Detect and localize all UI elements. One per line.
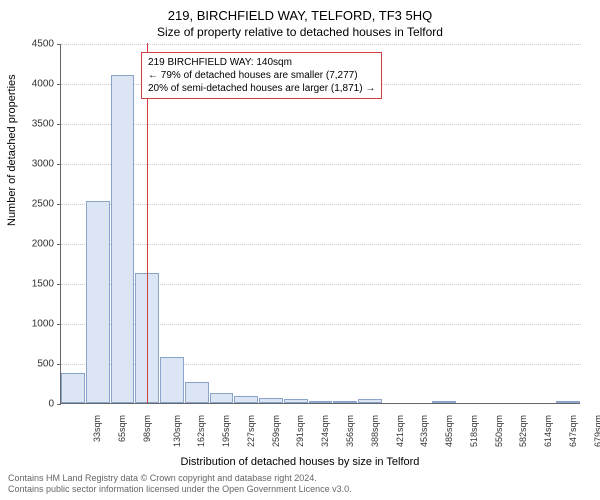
histogram-bar bbox=[432, 401, 456, 403]
footer-line2: Contains public sector information licen… bbox=[8, 484, 352, 496]
y-tick bbox=[57, 84, 61, 85]
x-tick-label: 485sqm bbox=[444, 415, 454, 447]
annotation-box: 219 BIRCHFIELD WAY: 140sqm← 79% of detac… bbox=[141, 52, 382, 99]
y-tick bbox=[57, 404, 61, 405]
y-tick bbox=[57, 204, 61, 205]
x-tick-label: 453sqm bbox=[419, 415, 429, 447]
footer-line1: Contains HM Land Registry data © Crown c… bbox=[8, 473, 352, 485]
x-tick-label: 65sqm bbox=[117, 415, 127, 442]
y-tick bbox=[57, 124, 61, 125]
x-tick-label: 259sqm bbox=[271, 415, 281, 447]
histogram-bar bbox=[185, 382, 209, 403]
histogram-bar bbox=[358, 399, 382, 403]
y-tick-label: 1000 bbox=[32, 319, 54, 330]
y-tick-label: 500 bbox=[37, 359, 54, 370]
x-tick-label: 130sqm bbox=[172, 415, 182, 447]
x-tick-label: 33sqm bbox=[92, 415, 102, 442]
x-tick-label: 550sqm bbox=[494, 415, 504, 447]
annotation-line: ← 79% of detached houses are smaller (7,… bbox=[148, 69, 375, 82]
gridline bbox=[61, 44, 581, 45]
footer-attribution: Contains HM Land Registry data © Crown c… bbox=[8, 473, 352, 496]
histogram-bar bbox=[309, 401, 333, 403]
y-tick-label: 3000 bbox=[32, 159, 54, 170]
y-tick-label: 4000 bbox=[32, 79, 54, 90]
x-tick-label: 388sqm bbox=[370, 415, 380, 447]
histogram-bar bbox=[210, 393, 234, 403]
y-tick-label: 2500 bbox=[32, 199, 54, 210]
histogram-bar bbox=[556, 401, 580, 403]
chart-subtitle: Size of property relative to detached ho… bbox=[0, 23, 600, 39]
x-tick-label: 324sqm bbox=[320, 415, 330, 447]
x-tick-label: 195sqm bbox=[221, 415, 231, 447]
histogram-bar bbox=[61, 373, 85, 403]
y-tick bbox=[57, 44, 61, 45]
histogram-bar bbox=[234, 396, 258, 403]
annotation-line: 219 BIRCHFIELD WAY: 140sqm bbox=[148, 56, 375, 69]
gridline bbox=[61, 244, 581, 245]
x-tick-label: 291sqm bbox=[296, 415, 306, 447]
y-tick-label: 3500 bbox=[32, 119, 54, 130]
x-tick-label: 227sqm bbox=[246, 415, 256, 447]
x-tick-label: 679sqm bbox=[593, 415, 600, 447]
x-tick-label: 647sqm bbox=[568, 415, 578, 447]
y-tick-label: 1500 bbox=[32, 279, 54, 290]
y-tick bbox=[57, 244, 61, 245]
x-tick-label: 356sqm bbox=[345, 415, 355, 447]
x-tick-label: 614sqm bbox=[543, 415, 553, 447]
y-axis-title: Number of detached properties bbox=[6, 74, 18, 226]
y-tick bbox=[57, 324, 61, 325]
histogram-bar bbox=[160, 357, 184, 403]
x-tick-label: 162sqm bbox=[196, 415, 206, 447]
gridline bbox=[61, 204, 581, 205]
gridline bbox=[61, 124, 581, 125]
histogram-bar bbox=[333, 401, 357, 403]
y-tick bbox=[57, 164, 61, 165]
y-tick-label: 2000 bbox=[32, 239, 54, 250]
histogram-bar bbox=[86, 201, 110, 403]
chart-title: 219, BIRCHFIELD WAY, TELFORD, TF3 5HQ bbox=[0, 0, 600, 23]
x-axis-title: Distribution of detached houses by size … bbox=[0, 456, 600, 468]
histogram-bar bbox=[284, 399, 308, 403]
plot-area: 05001000150020002500300035004000450033sq… bbox=[60, 44, 580, 404]
histogram-bar bbox=[111, 75, 135, 403]
chart-area: 05001000150020002500300035004000450033sq… bbox=[60, 44, 580, 424]
y-tick-label: 0 bbox=[48, 399, 54, 410]
gridline bbox=[61, 164, 581, 165]
annotation-line: 20% of semi-detached houses are larger (… bbox=[148, 82, 375, 95]
x-tick-label: 421sqm bbox=[395, 415, 405, 447]
y-tick bbox=[57, 284, 61, 285]
y-tick-label: 4500 bbox=[32, 39, 54, 50]
histogram-bar bbox=[259, 398, 283, 403]
x-tick-label: 582sqm bbox=[518, 415, 528, 447]
x-tick-label: 98sqm bbox=[142, 415, 152, 442]
y-tick bbox=[57, 364, 61, 365]
x-tick-label: 518sqm bbox=[469, 415, 479, 447]
